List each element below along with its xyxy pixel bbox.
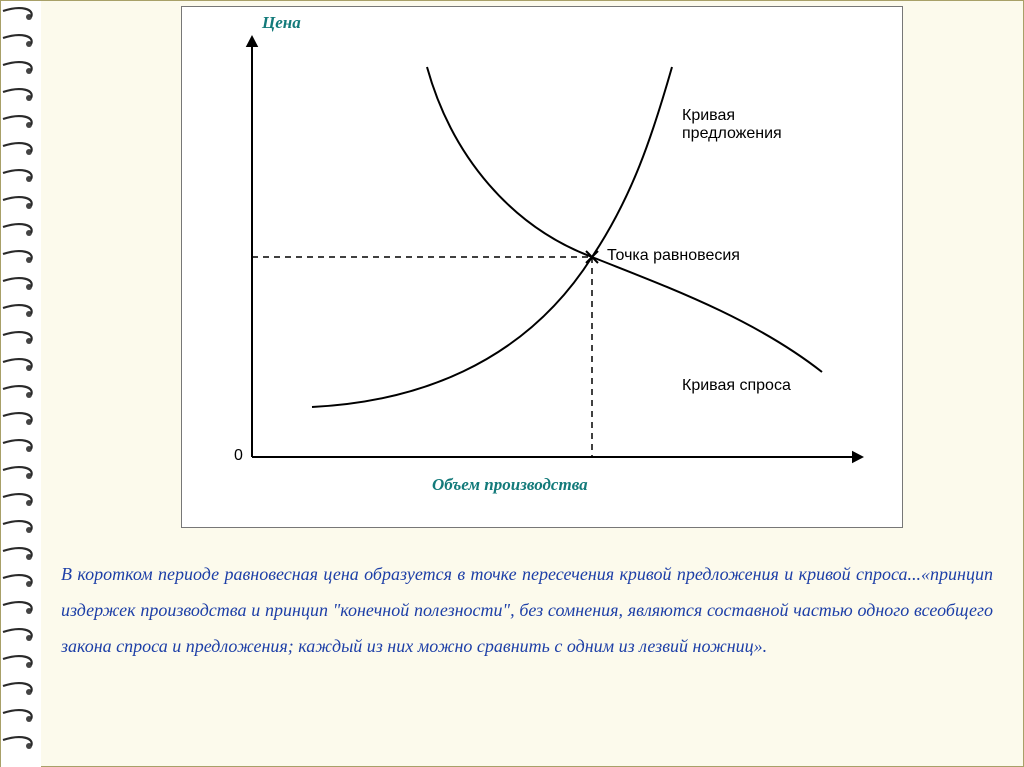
demand-curve-label: Кривая спроса: [682, 377, 791, 395]
equilibrium-point-label: Точка равновесия: [607, 247, 740, 265]
equilibrium-chart: Цена 0 Объем производства Кривая предлож…: [181, 6, 903, 528]
y-axis-label: Цена: [262, 13, 301, 33]
supply-curve-label: Кривая предложения: [682, 107, 782, 143]
spiral-binding: [1, 1, 41, 767]
slide-page: Цена 0 Объем производства Кривая предлож…: [0, 0, 1024, 767]
x-axis-label: Объем производства: [432, 475, 588, 495]
chart-svg: [182, 7, 902, 497]
origin-label: 0: [234, 447, 243, 465]
caption-text: В коротком периоде равновесная цена обра…: [61, 556, 993, 664]
